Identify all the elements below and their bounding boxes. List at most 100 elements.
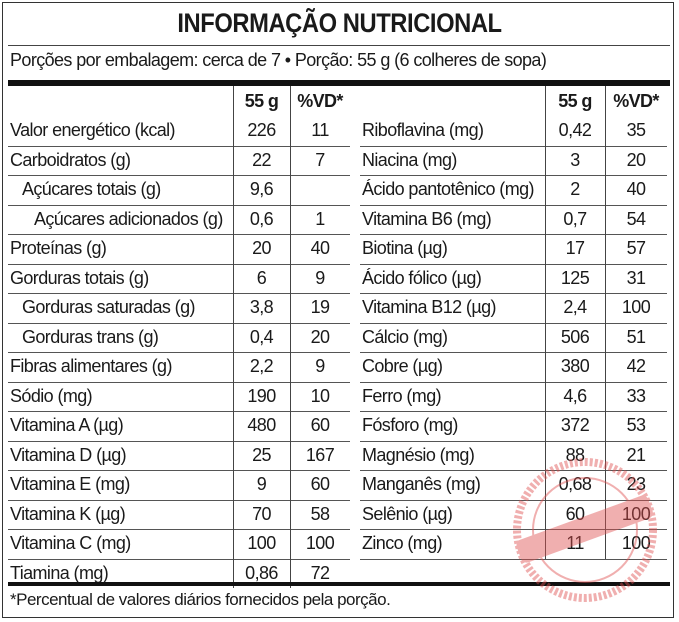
row-label: Açúcares totais (g) [22,179,161,199]
row-amount: 25 [252,444,271,465]
row-dv: 1 [315,208,325,229]
row-divider [360,470,667,471]
row-divider [8,352,350,353]
row-dv: 21 [626,444,646,465]
row-label: Cobre (µg) [362,356,443,376]
row-amount: 20 [252,238,271,258]
row-label: Valor energético (kcal) [10,120,176,140]
row-label: Gorduras trans (g) [22,326,159,347]
row-amount: 2,4 [563,297,587,317]
row-dv: 72 [310,562,330,583]
row-divider [360,529,667,530]
row-dv [290,175,350,204]
header-dv-right: %VD* [613,91,659,111]
row-divider [8,175,350,176]
row-amount: 60 [565,503,585,524]
row-label: Vitamina E (mg) [10,474,130,494]
row-divider [8,381,350,383]
row-amount: 480 [247,415,276,435]
row-label: Vitamina B6 (mg) [362,208,492,229]
row-dv: 23 [626,474,646,494]
row-dv: 19 [310,297,330,317]
row-divider [360,558,667,560]
row-dv: 53 [626,415,646,435]
thick-divider [8,80,670,86]
row-dv: 35 [626,120,646,140]
row-amount: 100 [247,533,276,553]
row-dv: 100 [621,533,651,553]
row-label: Gorduras totais (g) [10,267,149,288]
row-divider [8,558,350,560]
row-amount: 2 [570,179,580,199]
row-divider [360,234,667,235]
row-divider [8,322,350,324]
row-label: Selênio (µg) [362,503,453,524]
row-amount: 0,6 [249,208,274,229]
row-label: Fibras alimentares (g) [10,356,172,376]
row-label: Vitamina K (µg) [10,503,126,524]
row-amount: 226 [247,120,276,140]
row-dv: 51 [626,326,646,347]
row-dv: 20 [310,326,330,347]
row-label: Niacina (mg) [362,149,457,170]
row-label: Biotina (µg) [362,238,448,258]
row-label: Ácido pantotênico (mg) [362,179,535,199]
row-amount: 2,2 [249,356,274,376]
row-dv: 20 [626,149,646,170]
row-amount: 372 [560,415,590,435]
thick-divider-bottom [8,582,670,586]
row-amount: 0,42 [558,120,592,140]
row-label: Magnésio (mg) [362,444,475,465]
column-divider [605,86,606,559]
row-divider [360,263,667,265]
row-label: Carboidratos (g) [10,149,131,170]
row-divider [360,322,667,324]
row-divider [360,293,667,294]
row-amount: 3,8 [249,297,274,317]
row-amount: 125 [560,267,590,288]
row-dv: 100 [621,297,651,317]
row-dv: 42 [626,356,646,376]
footnote: *Percentual de valores diários fornecido… [10,590,391,609]
row-label: Vitamina C (mg) [10,533,131,553]
row-divider [8,499,350,501]
header-amount-right: 55 g [558,91,592,111]
row-divider [360,175,667,176]
row-dv: 167 [305,444,335,465]
row-amount: 17 [565,238,585,258]
row-amount: 380 [560,356,590,376]
row-divider [8,440,350,442]
serving-info: Porções por embalagem: cerca de 7 • Porç… [10,50,547,70]
header-dv-left: %VD* [297,91,343,111]
row-divider [8,411,350,412]
row-dv: 7 [315,149,325,170]
row-label: Gorduras saturadas (g) [22,297,195,317]
row-label: Tiamina (mg) [10,562,109,583]
row-divider [360,204,667,206]
row-label: Fósforo (mg) [362,415,458,435]
column-divider [233,86,234,588]
row-amount: 0,7 [563,208,587,229]
row-dv: 60 [310,474,330,494]
row-label: Vitamina D (µg) [10,444,127,465]
row-divider [360,499,667,501]
row-dv: 10 [310,385,330,406]
row-amount: 9,6 [249,179,274,199]
row-divider [360,411,667,412]
row-amount: 0,68 [558,474,592,494]
row-label: Manganês (mg) [362,474,481,494]
row-divider [360,440,667,442]
row-label: Cálcio (mg) [362,326,448,347]
row-dv: 57 [626,238,646,258]
row-label: Zinco (mg) [362,533,443,553]
row-amount: 0,86 [245,562,278,583]
row-divider [360,145,667,147]
row-amount: 22 [252,149,271,170]
row-dv: 100 [305,533,335,553]
row-label: Riboflavina (mg) [362,120,484,140]
row-dv: 54 [626,208,646,229]
row-dv: 9 [315,356,325,376]
row-amount: 70 [252,503,271,524]
row-amount: 6 [256,267,267,288]
